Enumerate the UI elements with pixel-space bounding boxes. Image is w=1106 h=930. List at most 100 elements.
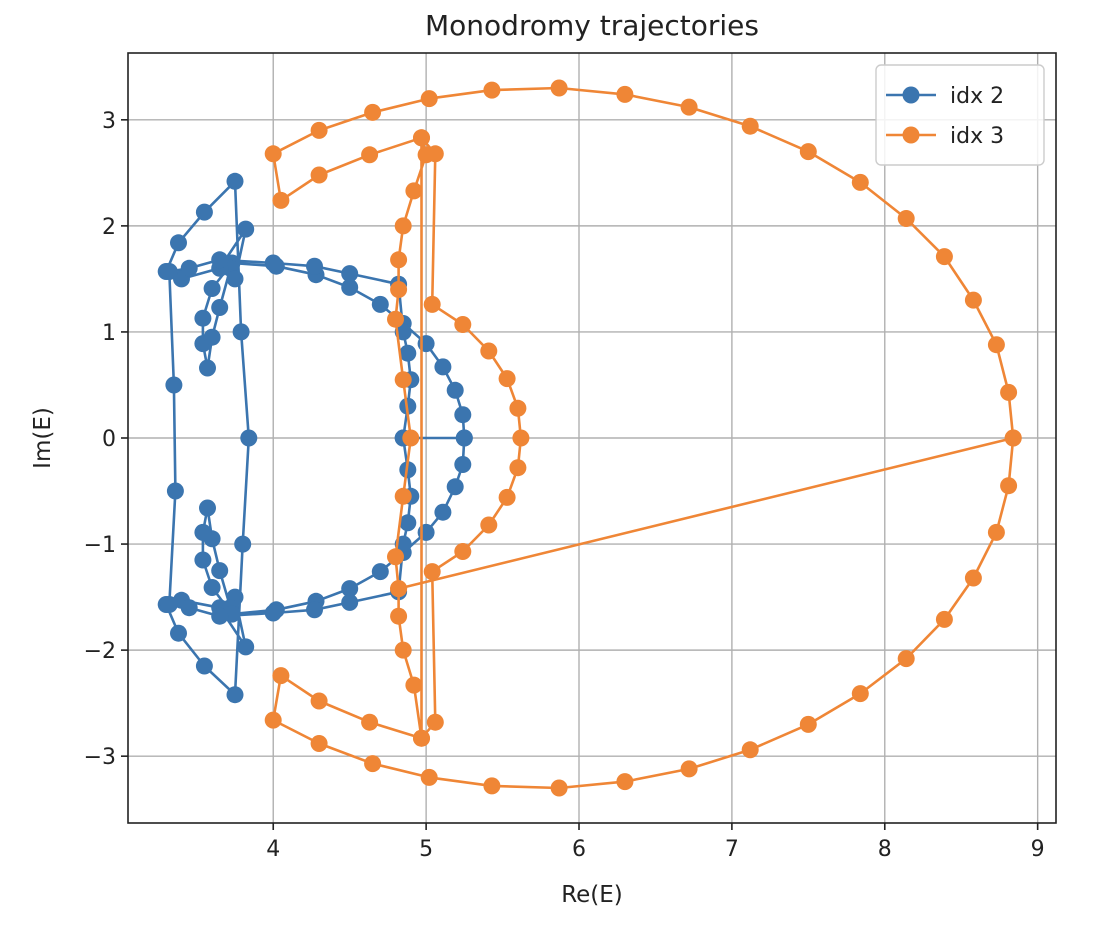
data-point	[232, 323, 250, 341]
data-point	[483, 777, 501, 795]
data-point	[454, 456, 472, 473]
data-point	[455, 429, 473, 447]
grid	[128, 53, 1056, 823]
x-tick-label: 5	[419, 837, 433, 862]
data-point	[272, 667, 290, 685]
data-point	[987, 523, 1005, 541]
data-point	[341, 593, 359, 611]
y-tick-label: 1	[102, 321, 116, 346]
data-point	[341, 278, 359, 296]
data-point	[234, 535, 252, 553]
data-point	[426, 713, 444, 731]
data-point	[160, 263, 178, 280]
data-point	[413, 729, 430, 747]
data-point	[454, 316, 472, 333]
x-axis-label: Re(E)	[561, 882, 623, 908]
data-point	[199, 499, 216, 517]
data-point	[341, 265, 359, 283]
data-point	[417, 523, 435, 541]
legend-marker	[902, 126, 920, 144]
data-point	[741, 741, 759, 759]
data-point	[371, 295, 389, 313]
data-point	[240, 429, 258, 447]
data-point	[390, 251, 408, 269]
data-point	[170, 234, 187, 252]
y-tick-label: 0	[102, 427, 116, 452]
data-point	[964, 569, 982, 587]
data-point	[237, 638, 255, 656]
plot-area	[157, 79, 1022, 797]
data-point	[195, 657, 213, 675]
data-point	[166, 482, 184, 500]
data-point	[480, 342, 498, 360]
data-point	[264, 145, 282, 163]
data-point	[799, 143, 817, 161]
data-point	[390, 580, 408, 598]
data-point	[417, 335, 435, 353]
data-point	[160, 596, 178, 613]
y-tick-label: −1	[84, 533, 116, 558]
data-point	[364, 103, 382, 121]
data-point	[399, 344, 417, 362]
data-point	[434, 503, 452, 521]
x-tick-label: 6	[572, 837, 586, 862]
data-point	[680, 760, 698, 778]
data-point	[616, 85, 634, 103]
legend: idx 2 idx 3	[875, 64, 1045, 166]
data-point	[194, 309, 212, 327]
data-point	[509, 399, 527, 417]
data-point	[1000, 477, 1018, 495]
chart-title: Monodromy trajectories	[425, 9, 759, 42]
data-point	[550, 79, 568, 97]
data-point	[935, 248, 953, 266]
data-point	[394, 217, 412, 235]
x-tick-label: 4	[266, 837, 280, 862]
data-point	[417, 146, 435, 164]
y-axis-label: Im(E)	[30, 407, 56, 469]
data-point	[203, 280, 221, 297]
data-point	[199, 359, 216, 377]
data-point	[454, 406, 472, 424]
data-point	[226, 686, 244, 704]
data-point	[434, 358, 452, 376]
data-point	[310, 166, 328, 184]
data-point	[680, 98, 698, 116]
data-point	[165, 376, 183, 394]
data-point	[211, 562, 229, 580]
data-point	[264, 604, 282, 622]
data-point	[180, 259, 198, 277]
data-point	[310, 735, 328, 752]
data-point	[935, 610, 953, 628]
data-point	[203, 579, 221, 596]
data-point	[310, 692, 328, 710]
data-point	[1004, 429, 1022, 447]
legend-label: idx 3	[950, 124, 1004, 149]
data-point	[195, 203, 213, 221]
data-point	[413, 129, 430, 147]
y-tick-label: 2	[102, 215, 116, 240]
data-point	[420, 768, 438, 786]
data-point	[405, 182, 423, 200]
data-point	[226, 270, 244, 288]
data-point	[851, 173, 869, 191]
data-point	[211, 251, 229, 269]
data-point	[194, 551, 212, 569]
legend-item: idx 3	[886, 124, 1004, 149]
data-point	[390, 607, 408, 625]
data-point	[364, 755, 382, 773]
data-point	[387, 548, 404, 566]
data-point	[394, 641, 412, 659]
data-point	[480, 516, 498, 534]
data-point	[616, 773, 634, 791]
data-point	[180, 599, 198, 617]
data-point	[964, 291, 982, 309]
data-point	[390, 281, 408, 298]
data-point	[371, 563, 389, 581]
data-point	[423, 295, 441, 313]
data-point	[851, 685, 869, 703]
data-point	[405, 676, 423, 694]
data-point	[226, 172, 244, 190]
legend-marker	[902, 86, 920, 104]
legend-box	[875, 64, 1045, 166]
